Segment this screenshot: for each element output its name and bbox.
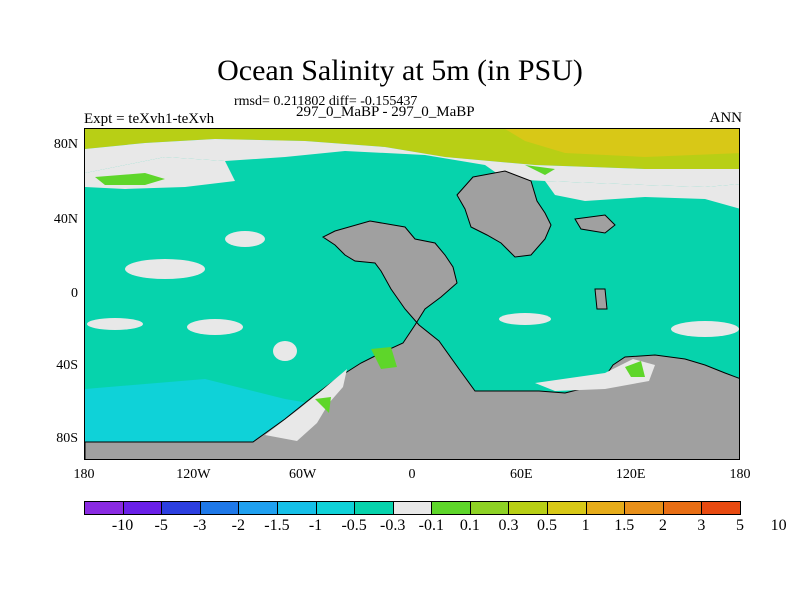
north-green-patch-1 [95,173,165,185]
colorbar-swatch [624,501,664,515]
colorbar-label: -5 [154,517,168,534]
colorbar-swatch [354,501,394,515]
colorbar-label: -1 [308,517,323,534]
latitude-tick-label: 80S [56,431,78,446]
colorbar-swatch [238,501,278,515]
colorbar-label: -0.1 [418,517,444,534]
case-line: 297_0_MaBP - 297_0_MaBP [296,104,475,120]
indian-near-zero-blob [499,313,551,325]
arctic-strong-band [505,129,739,157]
colorbar-label: 0.5 [537,517,558,534]
colorbar-swatch [161,501,201,515]
antarctic-near-zero [265,369,347,441]
colorbar-label: 2 [658,517,667,534]
green-patch-south [315,397,331,413]
longitude-tick-label: 120W [176,467,211,482]
stats-line: rmsd= 0.211802 diff= -0.155437 [234,94,418,109]
colorbar-label: 3 [697,517,706,534]
north-pacific-near-zero [545,181,739,209]
colorbar-swatch [585,501,626,515]
salinity-map [84,128,740,460]
colorbar-label: 1.5 [614,517,635,534]
colorbar-swatch [392,501,433,515]
colorbar-label: -10 [111,517,134,534]
colorbar-label: -0.5 [341,517,367,534]
colorbar-swatch [199,501,240,515]
map-title: Ocean Salinity at 5m (in PSU) [217,54,583,87]
north-green-patch-2 [525,165,555,175]
season-label: ANN [709,110,743,126]
indian-near-zero-blob [671,321,739,337]
colorbar-label: -3 [193,517,207,534]
pacific-near-zero-blob [225,231,265,247]
colorbar-label: 5 [736,517,744,534]
colorbar-swatch [84,501,124,515]
colorbar-swatch [662,501,703,515]
pacific-near-zero-blob [87,318,143,330]
colorbar-label: 10 [770,517,787,534]
longitude-tick-label: 0 [408,467,416,482]
colorbar-swatch [122,501,163,515]
pacific-near-zero-blob [125,259,205,279]
colorbar-label: -2 [231,517,245,534]
pacific-near-zero-blob [273,341,297,361]
land-islands [594,288,608,310]
latitude-tick-label: 0 [71,286,78,301]
colorbar-swatch [508,501,549,515]
experiment-label: Expt = teXvh1-teXvh [84,111,215,127]
land-eurasia [456,170,552,258]
green-patch-south [625,361,645,377]
longitude-tick-label: 60W [289,467,317,482]
land-asia-east [574,214,616,234]
latitude-tick-label: 80N [53,137,78,152]
green-patch-south [371,347,397,369]
colorbar-swatch [431,501,471,515]
colorbar-swatch [469,501,510,515]
colorbar-label: 0.3 [498,517,519,534]
colorbar-label: -0.3 [380,517,406,534]
colorbar-label: 1 [581,517,590,534]
colorbar-label: 0.1 [459,517,480,534]
colorbar-swatch [701,501,741,515]
latitude-tick-label: 40S [56,358,78,373]
latitude-tick-label: 40N [53,212,78,227]
longitude-tick-label: 60E [510,467,533,482]
pacific-near-zero-blob [187,319,243,335]
longitude-tick-label: 120E [615,467,646,482]
longitude-tick-label: 180 [73,467,95,482]
colorbar-label: -1.5 [264,517,290,534]
arctic-near-zero [85,139,739,187]
longitude-tick-label: 180 [729,467,751,482]
colorbar-swatch [547,501,587,515]
colorbar-swatch [315,501,356,515]
land-americas [85,220,739,459]
colorbar-swatch [276,501,317,515]
